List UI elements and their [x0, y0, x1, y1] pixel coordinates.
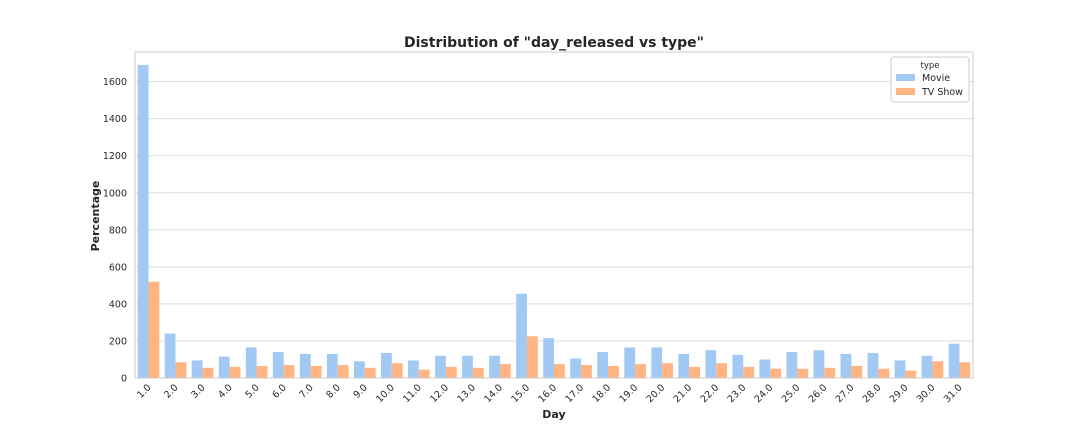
bar-tv-show [310, 365, 322, 378]
bar-movie [732, 354, 744, 378]
bar-tv-show [418, 369, 430, 378]
bar-tv-show [229, 366, 241, 378]
bar-movie [299, 353, 311, 378]
bar-movie [462, 355, 473, 378]
chart-title: Distribution of "day_released vs type" [404, 35, 704, 51]
y-tick-label: 0 [121, 374, 127, 385]
bar-movie [705, 350, 717, 378]
bar-movie [840, 353, 852, 378]
bar-movie [948, 343, 960, 378]
bar-tv-show [662, 363, 673, 378]
bar-tv-show [770, 368, 782, 378]
bar-movie [353, 361, 365, 378]
bar-tv-show [499, 364, 511, 378]
bar-movie [651, 347, 663, 378]
legend-title: type [921, 61, 940, 71]
bar-movie [867, 352, 879, 378]
y-tick-label: 200 [109, 336, 127, 347]
bar-tv-show [716, 363, 728, 378]
legend-swatch-movie [896, 74, 915, 81]
bar-tv-show [202, 367, 214, 378]
bar-movie [759, 359, 771, 378]
bar-movie [894, 360, 906, 378]
bar-tv-show [689, 366, 700, 378]
bar-movie [543, 338, 554, 378]
bar-movie [597, 352, 609, 378]
bar-movie [191, 360, 203, 378]
bar-movie [272, 352, 284, 378]
bar-movie [624, 347, 636, 378]
bar-tv-show [635, 364, 646, 378]
bar-movie [326, 353, 338, 378]
bar-tv-show [581, 365, 592, 378]
bar-tv-show [337, 365, 349, 378]
bar-tv-show [608, 365, 619, 378]
bar-movie [218, 356, 230, 378]
bar-tv-show [148, 281, 160, 378]
legend-label-movie: Movie [922, 73, 950, 84]
bar-tv-show [959, 362, 971, 378]
bars [137, 64, 971, 378]
legend: type Movie TV Show [890, 56, 970, 103]
bar-tv-show [256, 365, 268, 378]
bar-movie [164, 333, 176, 378]
bar-tv-show [554, 364, 565, 378]
bar-movie [380, 352, 392, 378]
y-tick-label: 1200 [103, 151, 127, 162]
bar-tv-show [445, 366, 457, 378]
bar-movie [813, 350, 825, 378]
bar-tv-show [175, 362, 187, 378]
bar-tv-show [743, 366, 755, 378]
y-tick-label: 800 [109, 225, 127, 236]
bar-tv-show [283, 365, 295, 378]
y-tick-label: 1600 [103, 77, 127, 88]
bar-tv-show [878, 368, 890, 378]
bar-movie [516, 293, 527, 378]
legend-label-tv-show: TV Show [921, 87, 963, 98]
bar-movie [408, 360, 419, 378]
x-axis-label: Day [542, 408, 565, 421]
bar-tv-show [526, 336, 538, 378]
y-axis-ticks: 0 200 400 600 800 1000 1200 1400 1600 [103, 77, 127, 384]
legend-swatch-tv-show [896, 88, 915, 95]
plot-frame [134, 51, 974, 379]
y-tick-label: 1000 [103, 188, 127, 199]
bar-movie [678, 353, 690, 378]
bar-tv-show [851, 365, 863, 378]
bar-movie [570, 358, 582, 378]
y-axis-label: Percentage [89, 181, 102, 252]
bar-movie [245, 347, 257, 378]
y-tick-label: 400 [109, 299, 127, 310]
bar-movie [137, 64, 149, 378]
bar-tv-show [932, 361, 944, 378]
bar-movie [921, 355, 933, 378]
y-tick-label: 1400 [103, 114, 127, 125]
bar-movie [786, 352, 798, 378]
bar-tv-show [797, 368, 809, 378]
bar-movie [435, 355, 446, 378]
y-tick-label: 600 [109, 262, 127, 273]
bar-movie [489, 355, 500, 378]
bar-tv-show [391, 363, 403, 378]
bar-tv-show [472, 367, 484, 378]
bar-tv-show [905, 370, 917, 378]
bar-tv-show [824, 367, 836, 378]
bar-tv-show [364, 367, 376, 378]
